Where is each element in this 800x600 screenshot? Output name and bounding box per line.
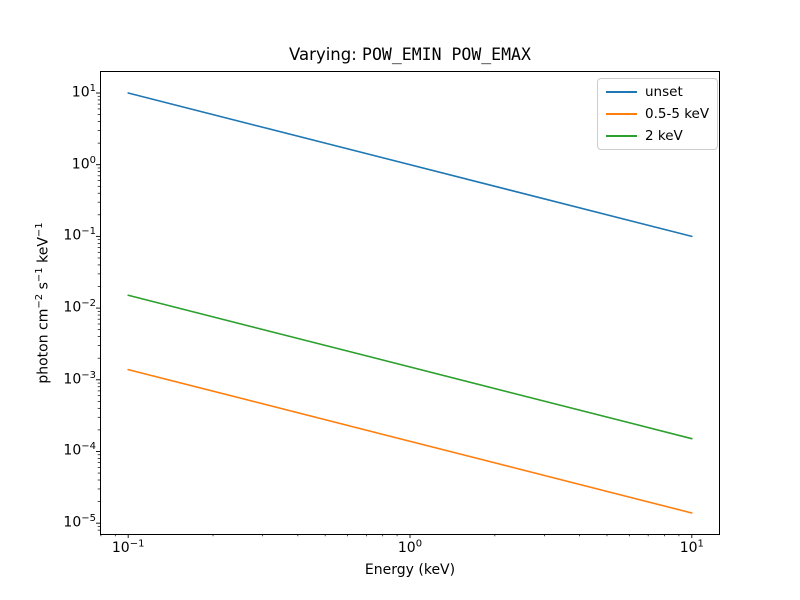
- plot-title-code: POW_EMIN POW_EMAX: [362, 45, 531, 64]
- legend-item: 2 keV: [606, 128, 709, 144]
- series-line-0: [127, 92, 693, 238]
- y-tick-label: 100: [71, 154, 96, 173]
- series-line-2: [127, 294, 693, 440]
- y-tick-label: 10−1: [63, 226, 96, 244]
- legend-line-swatch: [606, 91, 637, 93]
- legend-line-swatch: [606, 113, 637, 115]
- legend-item: 0.5-5 keV: [606, 106, 709, 122]
- legend-item-label: 0.5-5 keV: [645, 106, 710, 122]
- x-tick-label: 101: [679, 538, 704, 556]
- plot-title-prefix: Varying:: [289, 45, 363, 64]
- legend-item: unset: [606, 84, 709, 100]
- x-tick-label: 10−1: [111, 538, 145, 556]
- legend-item-label: unset: [645, 84, 683, 100]
- series-line-1: [127, 368, 693, 514]
- x-tick-label: 100: [397, 538, 423, 556]
- y-tick-label: 10−5: [63, 513, 96, 531]
- y-tick-label: 10−4: [63, 441, 96, 459]
- y-axis-label: photon cm−2 s−1 keV−1: [33, 222, 52, 384]
- x-axis-label: Energy (keV): [364, 562, 456, 578]
- legend-line-swatch: [606, 135, 637, 137]
- plot-title: Varying: POW_EMIN POW_EMAX: [100, 45, 720, 65]
- legend-item-label: 2 keV: [645, 128, 683, 144]
- legend: unset 0.5-5 keV 2 keV: [597, 78, 719, 150]
- y-tick-label: 101: [71, 82, 96, 101]
- y-tick-label: 10−3: [63, 369, 96, 388]
- y-tick-label: 10−2: [63, 297, 96, 316]
